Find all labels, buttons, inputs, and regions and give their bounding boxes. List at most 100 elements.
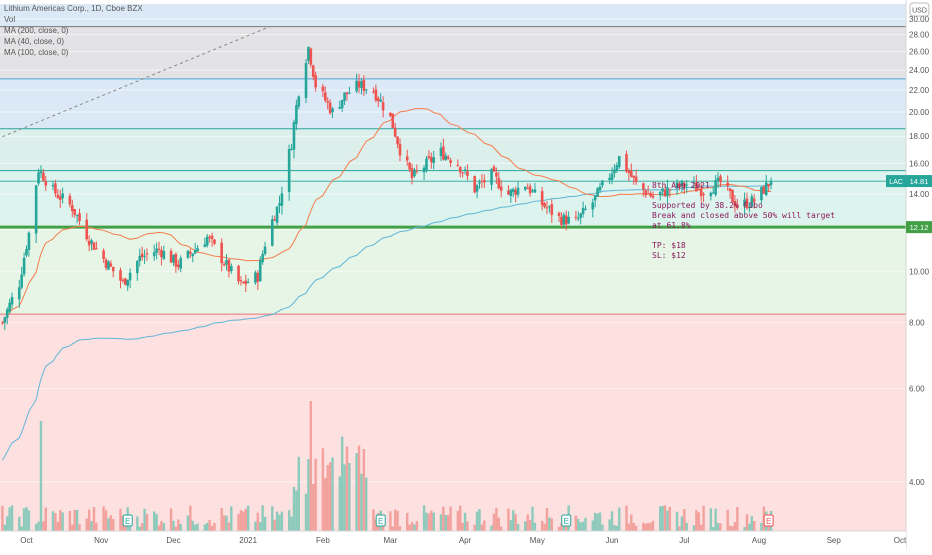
volume-bar: [613, 525, 616, 531]
candle-body: [39, 171, 43, 173]
volume-bar: [495, 507, 498, 531]
volume-bar: [314, 458, 317, 531]
candle-body: [355, 80, 358, 92]
volume-bar: [355, 452, 358, 531]
volume-bar: [271, 506, 274, 531]
volume-bar: [459, 505, 462, 531]
note-line: [652, 191, 835, 201]
candle-body: [675, 182, 679, 189]
volume-bar: [596, 513, 599, 531]
candle-body: [328, 102, 332, 114]
candle-body: [307, 46, 310, 61]
volume-bar: [697, 512, 700, 531]
volume-bar: [174, 526, 178, 531]
volume-bar: [104, 510, 108, 531]
candle-body: [680, 180, 684, 187]
volume-bar: [427, 513, 431, 531]
volume-bar: [227, 522, 231, 531]
volume-bar: [73, 509, 76, 531]
candle-body: [726, 182, 729, 187]
volume-bar: [381, 523, 385, 531]
candle-body: [364, 89, 368, 91]
candle-body: [242, 281, 245, 283]
trend-line: [2, 26, 271, 138]
volume-bar: [719, 523, 722, 531]
candle-body: [483, 180, 486, 183]
volume-bar: [745, 514, 749, 531]
candle-body: [220, 242, 223, 264]
y-tick-label: 30.00: [909, 15, 930, 24]
earnings-marker-label: E: [125, 517, 130, 526]
candle-body: [37, 172, 40, 184]
volume-bar: [189, 505, 192, 531]
y-tick-label: 28.00: [909, 31, 930, 40]
candle-body: [20, 274, 23, 288]
candle-body: [34, 185, 38, 234]
candle-body: [230, 266, 233, 272]
candle-body: [56, 194, 60, 198]
candle-body: [439, 147, 443, 157]
candle-body: [473, 176, 476, 193]
candle-body: [261, 254, 264, 263]
candle-body: [432, 157, 436, 164]
volume-bar: [292, 486, 296, 531]
candle-body: [273, 219, 276, 221]
volume-bar: [186, 515, 190, 531]
candle-body: [413, 169, 416, 177]
candle-body: [666, 187, 669, 197]
volume-bar: [143, 508, 146, 531]
volume-bar: [157, 525, 161, 531]
volume-bar: [733, 522, 737, 531]
volume-bar: [526, 514, 529, 531]
fib-zone: [0, 128, 906, 171]
candle-body: [377, 98, 380, 102]
legend-title: Lithium Americas Corp., 1D, Cboe BZX: [4, 4, 143, 13]
candle-body: [475, 185, 479, 192]
candle-body: [719, 176, 722, 183]
x-tick-label: Feb: [316, 536, 330, 545]
candle-body: [160, 250, 163, 258]
candle-body: [593, 195, 597, 201]
candle-body: [258, 260, 262, 282]
candle-body: [222, 264, 226, 266]
candle-body: [543, 203, 546, 207]
candle-body: [478, 182, 481, 184]
volume-bar: [87, 509, 91, 531]
volume-bar: [208, 520, 211, 531]
volume-bar: [124, 524, 127, 531]
volume-bar: [372, 509, 375, 531]
candle-body: [695, 182, 698, 192]
volume-bar: [75, 509, 79, 531]
y-tick-label: 4.00: [909, 478, 925, 487]
volume-bar: [683, 509, 686, 531]
candle-body: [642, 183, 645, 190]
candle-body: [545, 207, 549, 209]
volume-bar: [475, 511, 479, 531]
candle-body: [179, 258, 183, 269]
volume-bar: [290, 516, 293, 531]
volume-bar: [331, 457, 334, 531]
candle-body: [576, 218, 580, 220]
volume-bar: [398, 526, 402, 531]
ticker-tag-label: LAC: [889, 179, 903, 186]
candle-body: [3, 317, 7, 323]
candle-body: [461, 172, 464, 174]
volume-bar: [540, 520, 544, 531]
volume-bar: [731, 526, 734, 531]
y-tick-label: 8.00: [909, 319, 925, 328]
candle-body: [560, 216, 563, 225]
candle-body: [1, 322, 4, 324]
volume-bar: [71, 524, 74, 531]
candle-body: [398, 143, 402, 156]
volume-bar: [256, 512, 260, 531]
volume-bar: [728, 525, 732, 531]
candle-body: [598, 186, 602, 191]
volume-bar: [509, 520, 513, 531]
volume-bar: [259, 522, 262, 531]
candle-body: [764, 182, 768, 196]
volume-bar: [659, 506, 662, 531]
candle-body: [25, 249, 28, 256]
